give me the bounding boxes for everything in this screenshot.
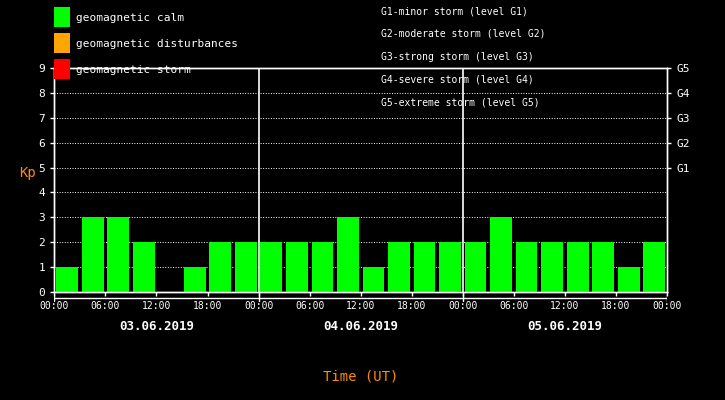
Bar [388,242,410,292]
Bar [337,217,359,292]
Text: geomagnetic storm: geomagnetic storm [76,65,191,75]
Text: Time (UT): Time (UT) [323,369,398,383]
Text: G1-minor storm (level G1): G1-minor storm (level G1) [381,6,528,16]
Text: G5-extreme storm (level G5): G5-extreme storm (level G5) [381,97,539,107]
Bar [618,267,639,292]
Text: 05.06.2019: 05.06.2019 [527,320,602,332]
Bar [490,217,512,292]
Text: G4-severe storm (level G4): G4-severe storm (level G4) [381,74,534,84]
Bar [184,267,206,292]
Text: G2-moderate storm (level G2): G2-moderate storm (level G2) [381,29,545,39]
Text: G3-strong storm (level G3): G3-strong storm (level G3) [381,52,534,62]
Bar [312,242,334,292]
Bar [133,242,154,292]
Bar [643,242,665,292]
Bar [286,242,307,292]
Bar [210,242,231,292]
Bar [82,217,104,292]
Bar [414,242,435,292]
Bar [235,242,257,292]
Bar [260,242,282,292]
Text: geomagnetic calm: geomagnetic calm [76,13,184,23]
Y-axis label: Kp: Kp [19,166,36,180]
Bar [439,242,461,292]
Text: 03.06.2019: 03.06.2019 [119,320,194,332]
Text: 04.06.2019: 04.06.2019 [323,320,398,332]
Text: geomagnetic disturbances: geomagnetic disturbances [76,39,238,49]
Bar [107,217,129,292]
Bar [542,242,563,292]
Bar [362,267,384,292]
Bar [57,267,78,292]
Bar [592,242,614,292]
Bar [567,242,589,292]
Bar [515,242,537,292]
Bar [465,242,486,292]
